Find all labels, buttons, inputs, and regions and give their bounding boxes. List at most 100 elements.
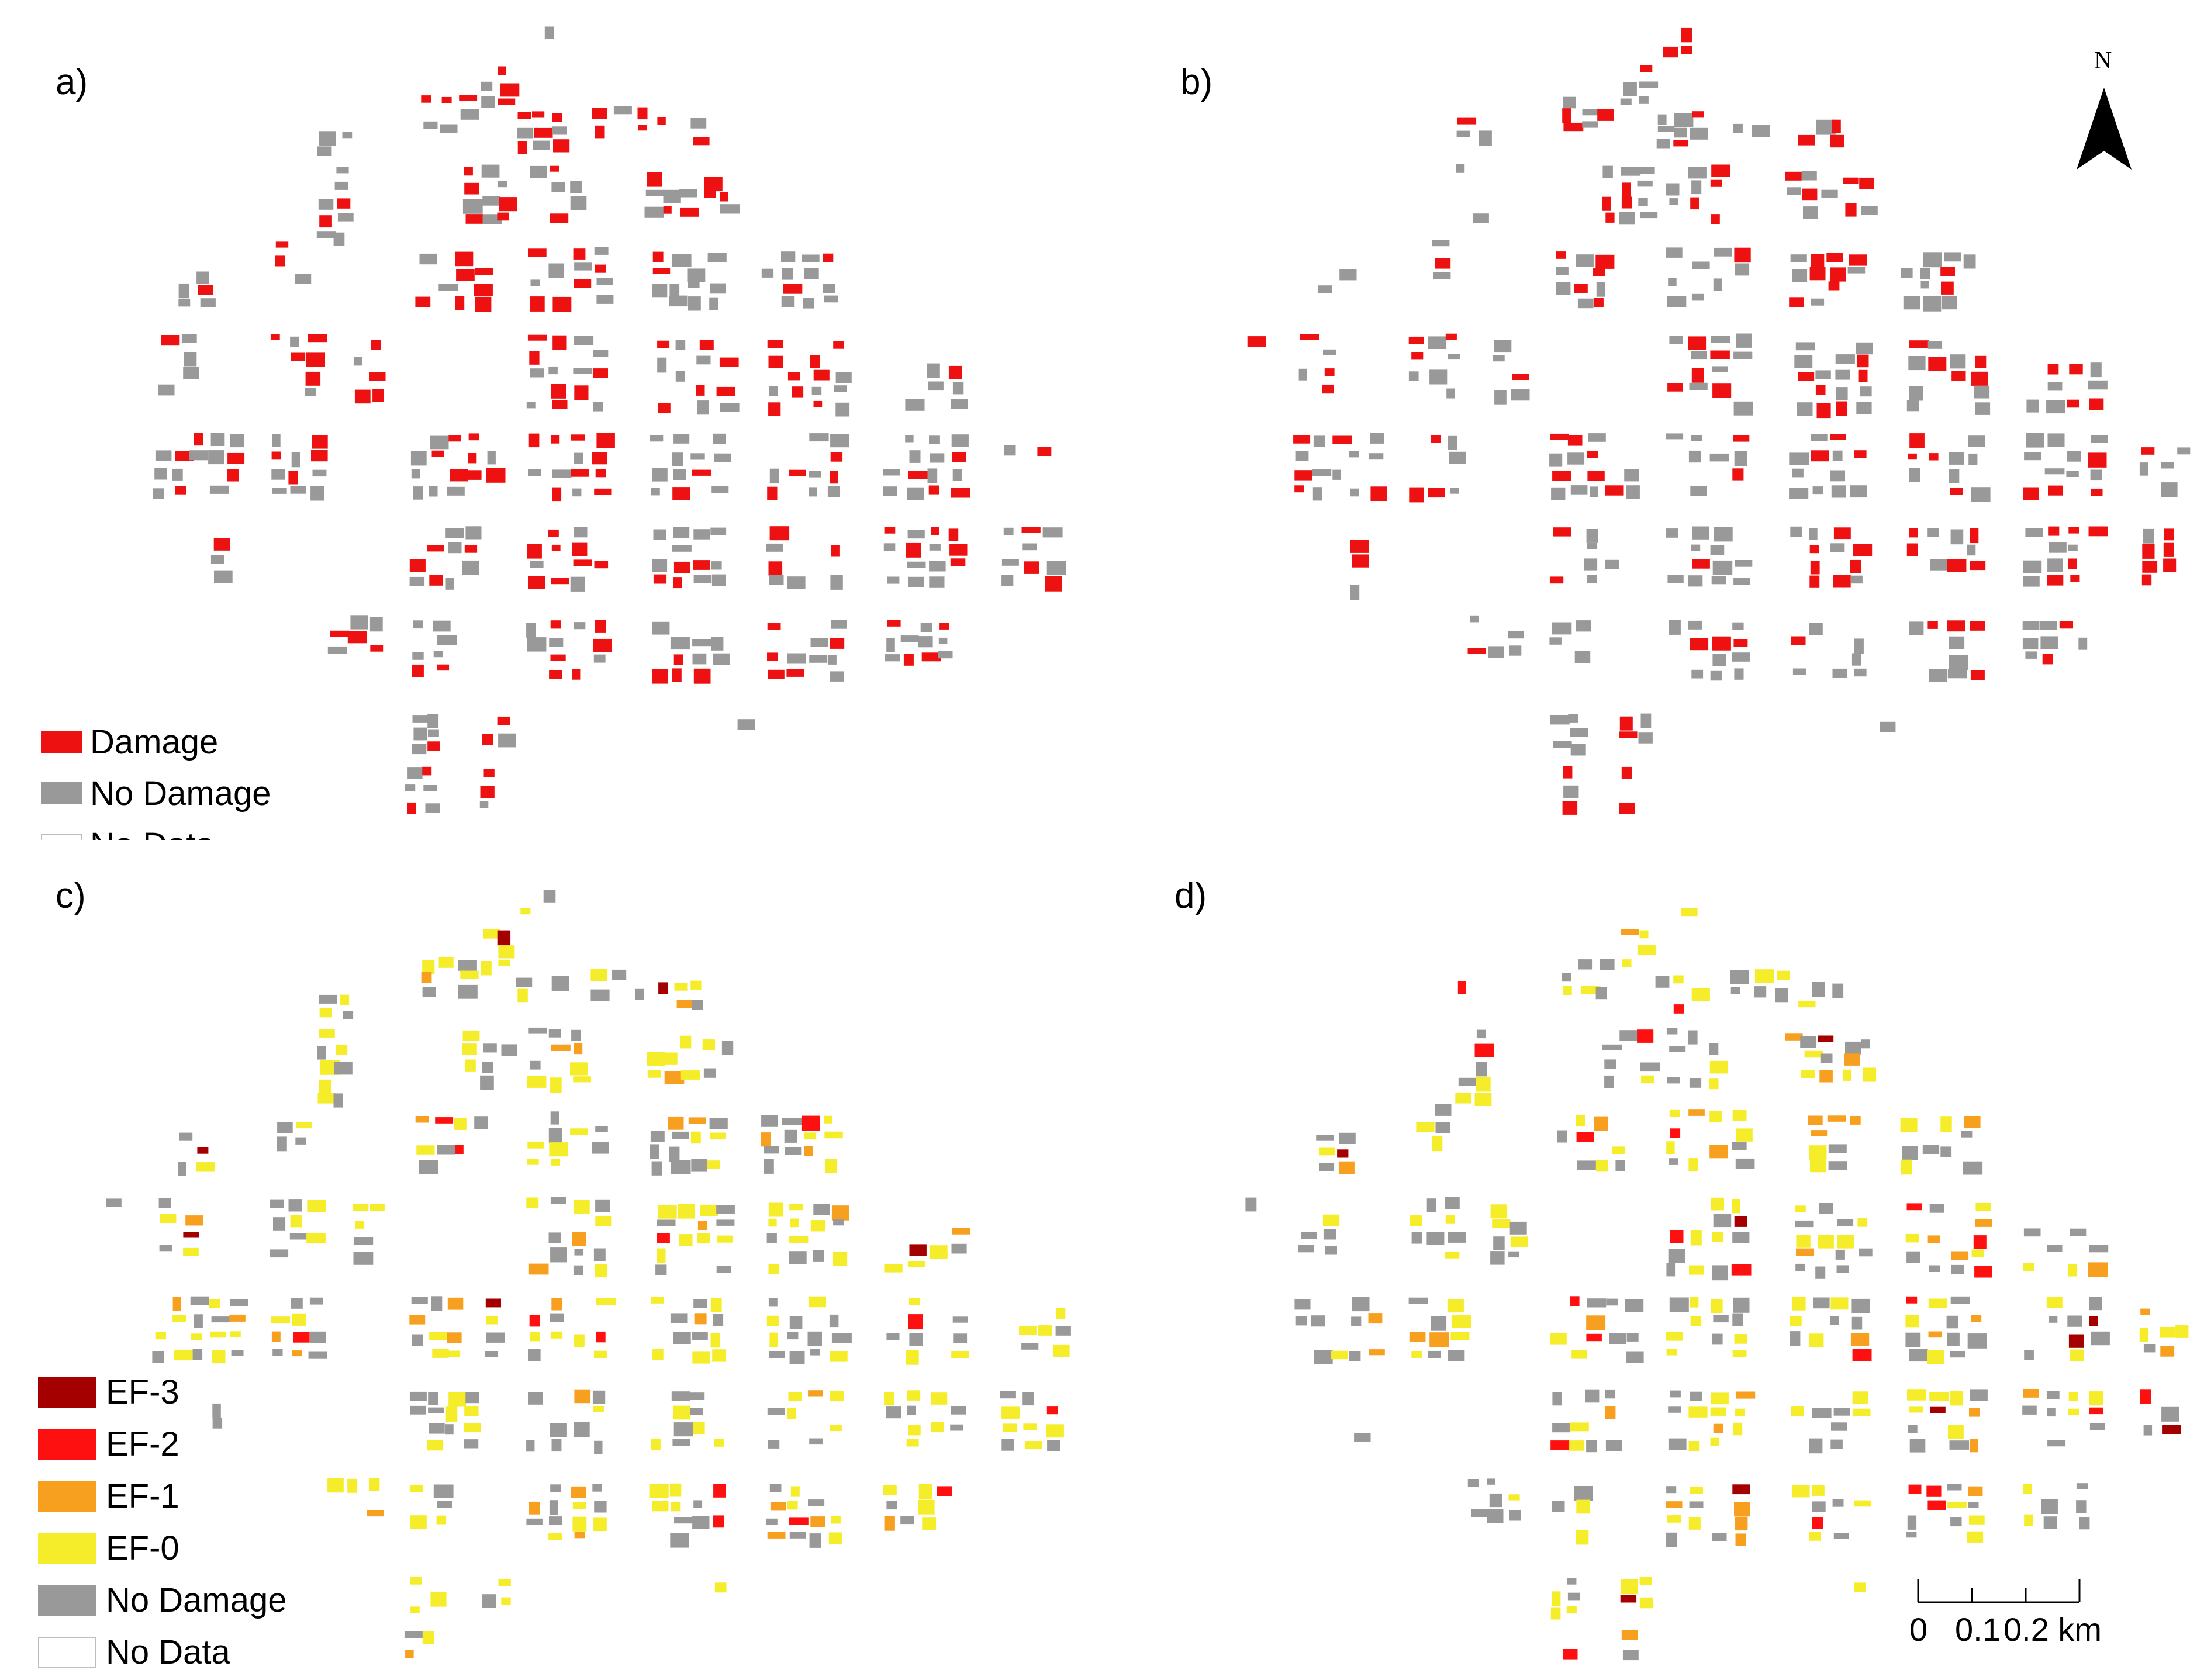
building-footprint: [1929, 1265, 1940, 1272]
building-footprint: [1448, 354, 1460, 360]
building-footprint: [830, 638, 845, 649]
building-footprint: [437, 664, 450, 671]
building-footprint: [1688, 167, 1707, 179]
building-footprint: [178, 283, 189, 299]
building-footprint: [497, 212, 509, 221]
building-footprint: [2023, 1228, 2041, 1237]
building-footprint: [208, 450, 224, 465]
building-footprint: [1574, 651, 1591, 663]
building-footprint: [1640, 713, 1652, 728]
building-footprint: [1970, 528, 1979, 544]
building-footprint: [455, 251, 474, 267]
legend-label: No Damage: [90, 774, 271, 813]
legend-swatch: [38, 1637, 96, 1668]
building-footprint: [1332, 435, 1352, 444]
building-footprint: [673, 1332, 691, 1344]
building-footprint: [1792, 668, 1806, 675]
building-footprint: [950, 558, 966, 566]
building-footprint: [412, 744, 427, 755]
building-footprint: [687, 268, 706, 282]
building-footprint: [674, 983, 688, 991]
building-footprint: [153, 488, 164, 499]
building-footprint: [1563, 122, 1584, 132]
building-footprint: [159, 1245, 172, 1252]
building-footprint: [670, 637, 690, 650]
building-footprint: [409, 576, 425, 586]
building-footprint: [690, 1392, 705, 1400]
building-footprint: [2043, 1516, 2057, 1529]
building-footprint: [1798, 372, 1815, 381]
building-footprint: [824, 1131, 843, 1139]
building-footprint: [948, 528, 959, 541]
building-footprint: [498, 98, 516, 105]
building-footprint: [1576, 1132, 1594, 1142]
building-footprint: [410, 1577, 422, 1585]
building-footprint: [275, 255, 285, 267]
building-footprint: [1812, 982, 1825, 997]
building-footprint: [1968, 1486, 1983, 1496]
building-footprint: [1968, 1515, 1985, 1525]
building-footprint: [272, 488, 287, 494]
building-footprint: [2139, 1327, 2148, 1342]
building-footprint: [712, 1349, 726, 1362]
building-footprint: [900, 635, 919, 642]
building-footprint: [692, 1516, 710, 1529]
building-footprint: [2163, 542, 2174, 557]
building-footprint: [710, 527, 727, 535]
building-footprint: [467, 470, 482, 480]
building-footprint: [1854, 1500, 1871, 1507]
building-footprint: [1967, 544, 1976, 556]
building-footprint: [663, 206, 672, 214]
building-footprint-map: [1247, 27, 2191, 815]
building-footprint: [1022, 1392, 1034, 1406]
building-footprint: [2143, 1425, 2153, 1436]
building-footprint: [530, 1060, 541, 1070]
building-footprint: [1777, 970, 1790, 980]
building-footprint: [1845, 203, 1857, 217]
building-footprint: [1850, 1333, 1870, 1346]
building-footprint: [1970, 1439, 1978, 1453]
building-footprint: [308, 1351, 327, 1359]
building-footprint: [498, 945, 515, 959]
building-footprint: [428, 1407, 444, 1413]
building-footprint: [688, 296, 701, 311]
building-footprint: [2047, 1440, 2066, 1447]
building-footprint: [1790, 254, 1807, 262]
building-footprint: [1510, 1236, 1528, 1247]
building-footprint: [1595, 254, 1615, 269]
building-footprint: [1668, 1406, 1681, 1413]
building-footprint: [1929, 1392, 1949, 1401]
building-footprint: [1639, 1597, 1653, 1609]
building-footprint: [454, 1118, 467, 1130]
building-footprint: [1712, 366, 1728, 372]
building-footprint: [1828, 1161, 1847, 1170]
building-footprint: [951, 488, 970, 498]
building-footprint: [906, 542, 921, 558]
building-footprint: [548, 1533, 562, 1540]
building-footprint: [433, 620, 451, 632]
building-footprint: [551, 182, 565, 192]
building-footprint: [572, 542, 588, 556]
building-footprint: [2088, 380, 2108, 390]
building-footprint: [952, 1228, 970, 1235]
building-footprint: [703, 1068, 716, 1078]
building-footprint: [550, 213, 569, 223]
building-footprint: [447, 1332, 462, 1343]
building-footprint: [1688, 1109, 1705, 1116]
legend-item-no-damage: No Damage: [41, 768, 271, 819]
building-footprint: [1689, 1501, 1704, 1508]
building-footprint: [690, 1131, 701, 1144]
legend-item-no-damage: No Damage: [38, 1574, 286, 1626]
building-footprint: [1691, 180, 1702, 195]
building-footprint: [447, 1297, 464, 1310]
building-footprint: [1971, 371, 1988, 386]
building-footprint: [1431, 435, 1441, 443]
building-footprint: [1901, 1159, 1912, 1175]
building-footprint: [194, 433, 203, 446]
building-footprint: [1429, 1332, 1449, 1347]
building-footprint: [1735, 560, 1753, 567]
building-footprint: [483, 929, 501, 939]
legend-label: Damage: [90, 723, 219, 761]
building-footprint: [1831, 1422, 1847, 1431]
legend-label: EF-0: [106, 1529, 179, 1567]
